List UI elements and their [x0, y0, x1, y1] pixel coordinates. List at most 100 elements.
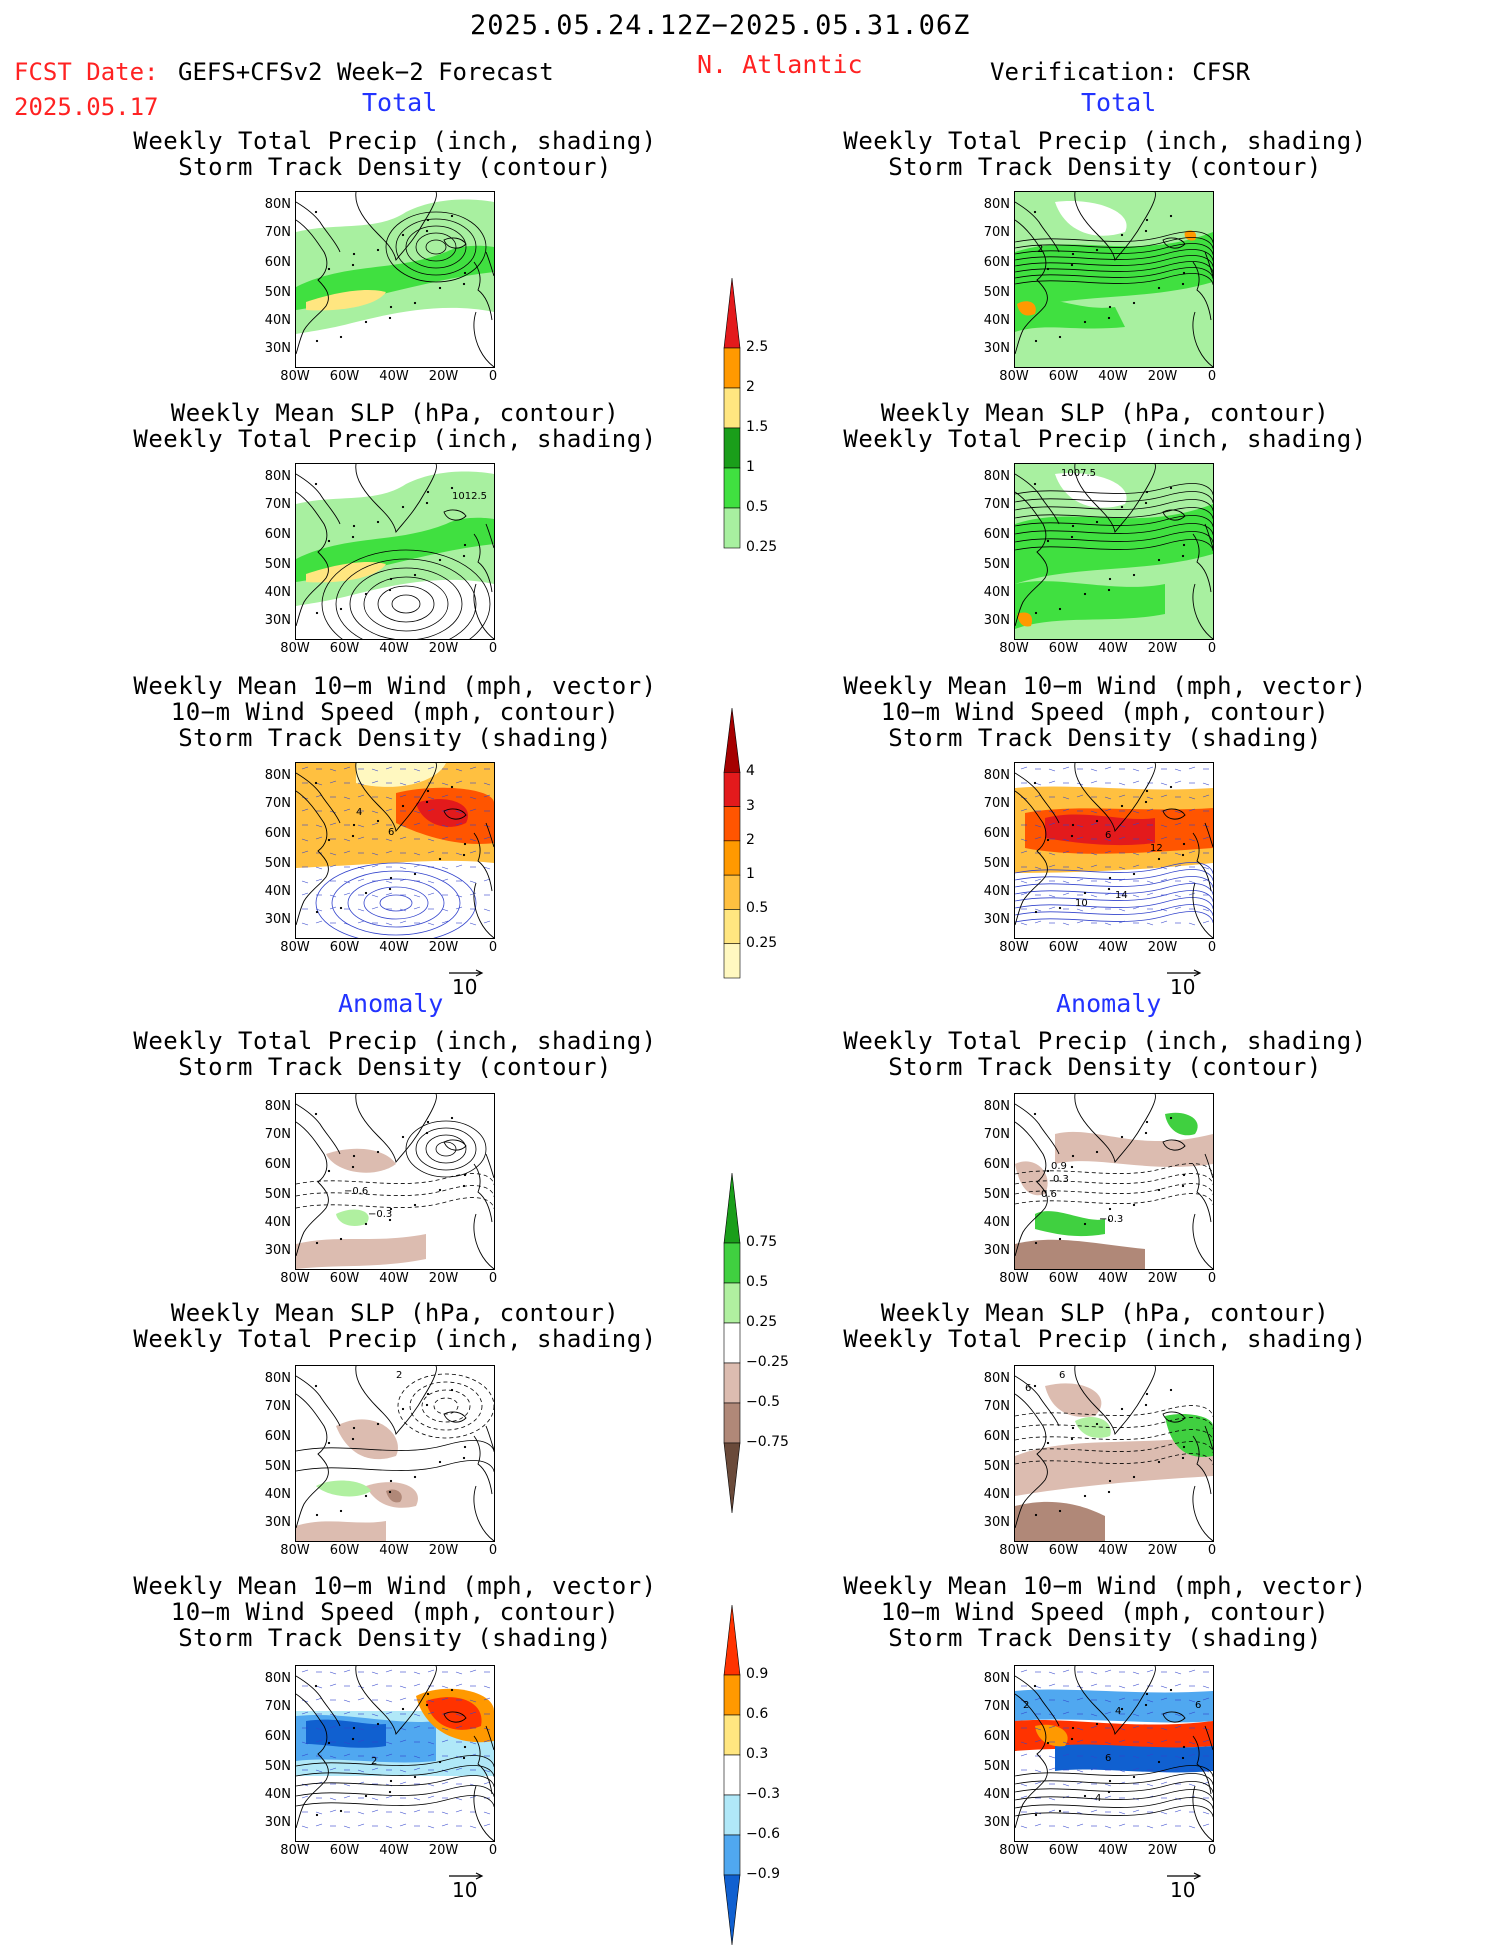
wind-vector: [1202, 866, 1210, 870]
title-line-1: Weekly Mean SLP (hPa, contour): [880, 1299, 1330, 1327]
lon-label: 60W: [1048, 1543, 1079, 1558]
colorbar-label: 0.25: [746, 934, 778, 951]
land-dot: [376, 248, 380, 252]
contour-label-text: 2: [1023, 1700, 1029, 1711]
title-verif-precip-anom: Weekly Total Precip (inch, shading) Stor…: [805, 1028, 1405, 1080]
wind-vector: [343, 796, 351, 800]
greenland-coast: [355, 763, 437, 833]
land-dot: [1071, 1426, 1075, 1430]
land-dot: [1034, 611, 1038, 615]
land-dot: [1144, 1403, 1148, 1407]
shade-region: [1015, 1436, 1213, 1496]
colorbar-label: 0.75: [746, 1234, 778, 1250]
wind-vector: [441, 836, 449, 840]
lon-label: 40W: [1098, 369, 1128, 384]
contour-line: [1015, 1805, 1213, 1817]
north-america-coast: [1015, 1693, 1048, 1829]
shade-region: [1055, 1744, 1213, 1773]
wind-vector: [357, 1739, 365, 1743]
land-dot: [388, 1490, 392, 1494]
land-dot: [315, 339, 319, 343]
land-dot: [1120, 804, 1124, 808]
wind-vector: [413, 1767, 421, 1771]
wind-vector: [1202, 1769, 1210, 1773]
land-dot: [1108, 1779, 1112, 1783]
title-fcst-slp-anom: Weekly Mean SLP (hPa, contour) Weekly To…: [95, 1300, 695, 1352]
title-verif-wind-anom: Weekly Mean 10−m Wind (mph, vector) 10−m…: [805, 1573, 1405, 1651]
wind-vector: [469, 766, 477, 770]
land-dot: [1181, 1184, 1185, 1188]
land-dot: [339, 1237, 343, 1241]
contour-group: [1015, 231, 1213, 285]
land-dot: [389, 1779, 393, 1783]
wind-vector: [385, 766, 393, 770]
wind-vectors: [301, 1669, 491, 1829]
title-fcst-wind-total: Weekly Mean 10−m Wind (mph, vector) 10−m…: [95, 673, 695, 751]
land-dot: [1046, 838, 1050, 842]
land-dot: [413, 301, 417, 305]
map-fcst-slp-anom: 2: [295, 1365, 495, 1542]
greenland-coast: [1074, 464, 1156, 534]
land-dot: [388, 588, 392, 592]
lon-label: 40W: [379, 940, 409, 955]
wind-vector: [399, 1697, 407, 1701]
land-dot: [1145, 789, 1149, 793]
contour-label: 0.9: [1051, 1161, 1067, 1172]
wind-vector: [455, 1767, 463, 1771]
contour-line: [1015, 523, 1213, 535]
lon-label: 20W: [428, 940, 459, 955]
map-verif-precip-total: 2: [1014, 191, 1214, 368]
land-dot: [463, 842, 467, 846]
title-line-1: Weekly Mean 10−m Wind (mph, vector): [843, 672, 1367, 700]
coastline: [1015, 192, 1213, 367]
title-line-1: Weekly Mean 10−m Wind (mph, vector): [133, 672, 657, 700]
wind-vector: [469, 922, 477, 926]
colorbar-label: 0.6: [746, 1706, 769, 1722]
wind-vector: [1048, 768, 1056, 772]
wind-vector: [1048, 1797, 1056, 1801]
map-fcst-slp-total: 1012.5: [295, 463, 495, 640]
colorbar-precip-total: [722, 268, 782, 592]
lat-label: 30N: [264, 340, 291, 356]
land-dot: [426, 1692, 430, 1696]
land-dot: [1071, 1154, 1075, 1158]
land-dot: [1120, 1135, 1124, 1139]
lon-label: 40W: [1098, 1271, 1128, 1286]
coastline: [296, 192, 494, 367]
land-dot: [1033, 1112, 1037, 1116]
land-dot: [388, 887, 392, 891]
shade-region: [1015, 1239, 1145, 1269]
wind-vector: [371, 1683, 379, 1687]
wind-vector: [329, 810, 337, 814]
lon-label: 20W: [428, 641, 459, 656]
wind-vector: [357, 1769, 365, 1773]
land-dot: [450, 1688, 454, 1692]
lat-label: 40N: [983, 1214, 1010, 1230]
wind-vector: [1062, 1783, 1070, 1787]
contour-line: [1015, 1405, 1213, 1417]
iceland-coast: [1162, 1411, 1186, 1423]
wind-vector: [1160, 794, 1168, 798]
wind-vector: [1132, 1713, 1140, 1717]
lat-label: 50N: [983, 556, 1010, 572]
europe-coast: [473, 1425, 494, 1495]
land-dot: [450, 214, 454, 218]
land-dot: [1070, 834, 1074, 838]
land-dot: [450, 486, 454, 490]
land-dot: [1181, 282, 1185, 286]
wind-vector: [469, 1669, 477, 1673]
contour-line: [409, 1381, 483, 1431]
land-dot: [327, 1441, 331, 1445]
wind-vector: [357, 1697, 365, 1701]
wind-vector: [1104, 1741, 1112, 1745]
shade-region: [1015, 232, 1213, 312]
wind-vector: [1202, 794, 1210, 798]
iberia-coast: [1192, 583, 1213, 639]
land-dot: [1046, 1441, 1050, 1445]
land-dot: [1034, 1241, 1038, 1245]
wind-vector: [385, 1741, 393, 1745]
lat-label: 80N: [264, 1671, 291, 1686]
greenland-coast: [1074, 1094, 1156, 1164]
contour-line: [321, 549, 491, 639]
contour-line: [363, 576, 449, 632]
